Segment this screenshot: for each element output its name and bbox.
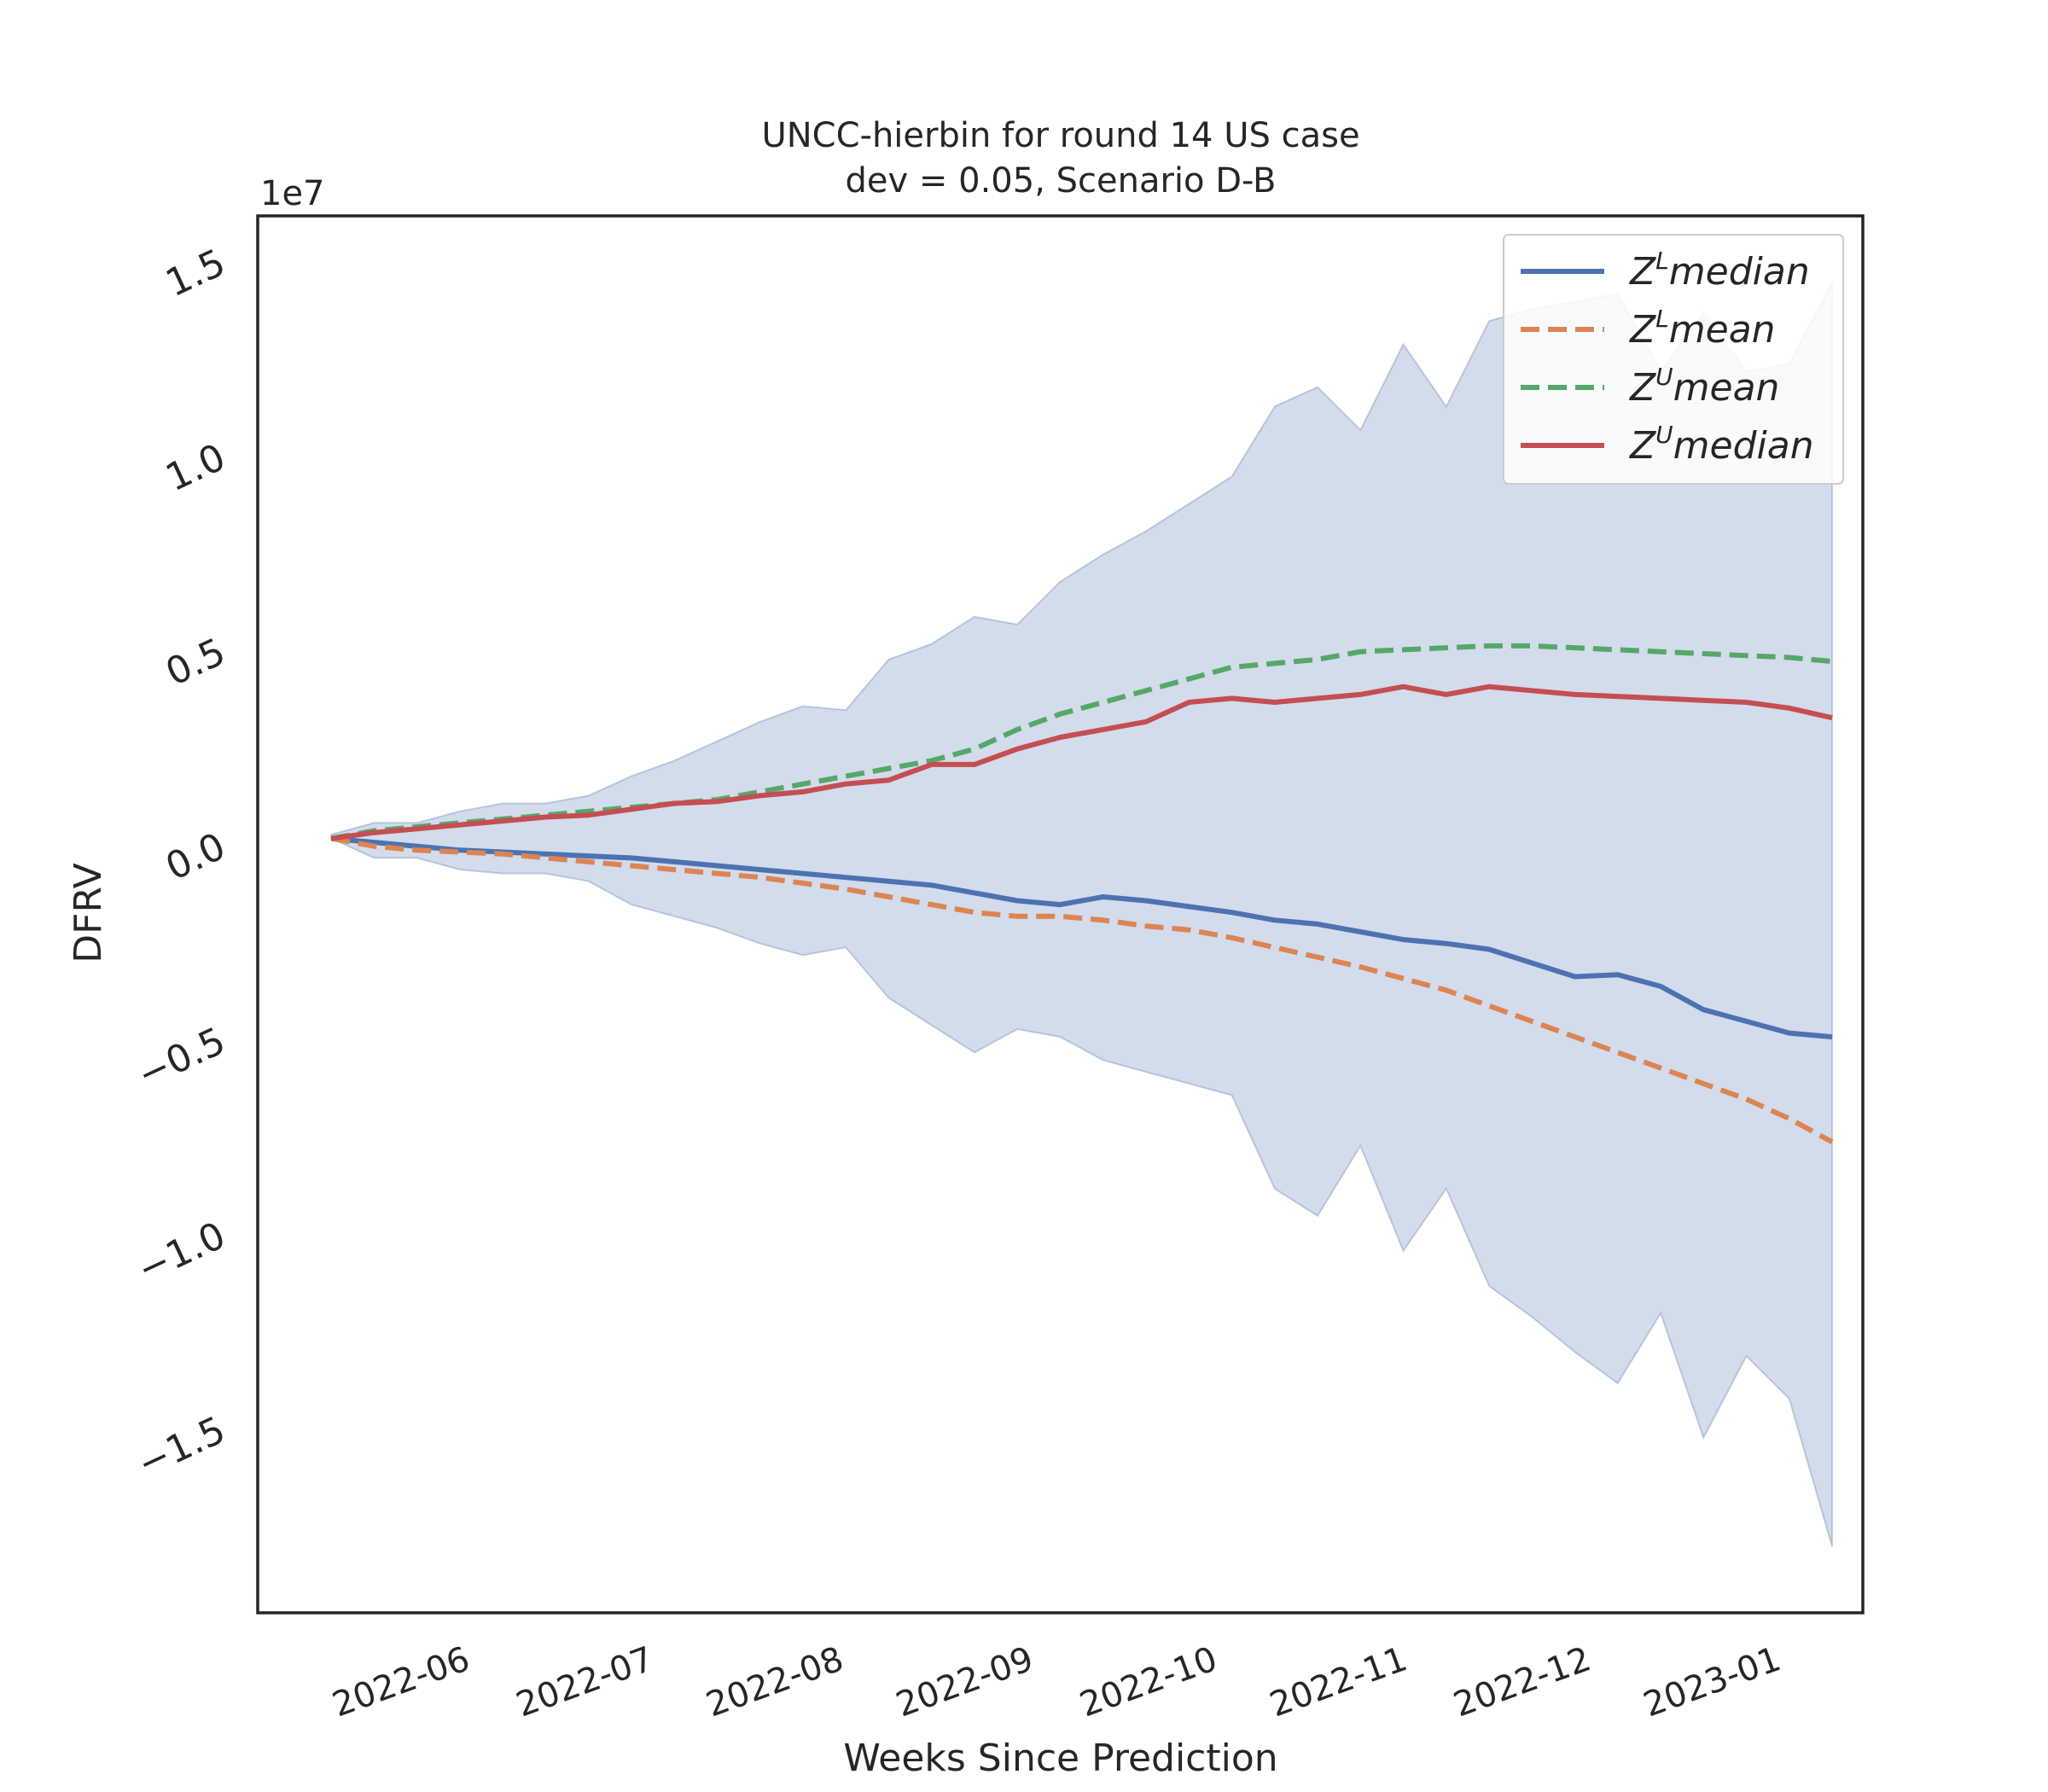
legend-label: ZLmedian bbox=[1629, 247, 1810, 294]
legend-label: ZUmean bbox=[1629, 363, 1779, 410]
uncertainty-band bbox=[330, 282, 1834, 1547]
y-axis-label: DFRV bbox=[67, 863, 110, 963]
legend-label: ZUmedian bbox=[1629, 421, 1814, 468]
series-line-u-mean bbox=[330, 643, 1833, 841]
plot-frame bbox=[256, 214, 1865, 1615]
legend-box bbox=[1503, 234, 1844, 485]
plot-area bbox=[330, 282, 1834, 1547]
series-line-l-mean bbox=[330, 835, 1834, 1144]
x-axis-label: Weeks Since Prediction bbox=[843, 1737, 1277, 1780]
y-multiplier-label: 1e7 bbox=[260, 174, 325, 213]
chart-subtitle: dev = 0.05, Scenario D-B bbox=[846, 161, 1277, 201]
legend-label: ZLmean bbox=[1629, 305, 1776, 352]
legend: ZLmedian ZLmean ZUmean ZUmedian bbox=[1503, 234, 1844, 485]
series-line-u-median bbox=[330, 684, 1833, 841]
series-line-l-median bbox=[330, 835, 1833, 1040]
chart-title: UNCC-hierbin for round 14 US case bbox=[761, 116, 1359, 155]
